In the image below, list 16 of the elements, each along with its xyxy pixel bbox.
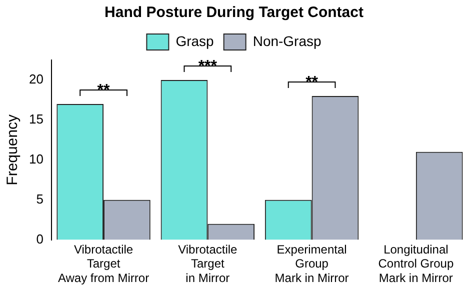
annotation: ***	[198, 58, 218, 75]
y-tick-label: 15	[28, 112, 44, 127]
annotation: **	[97, 82, 111, 99]
legend-label: Grasp	[176, 32, 214, 49]
chart-title: Hand Posture During Target Contact	[104, 4, 364, 22]
y-tick-label: 10	[28, 151, 44, 166]
x-tick-label: Vibrotactile Target in Mirror	[178, 242, 238, 286]
x-tick-label: Experimental Group Mark in Mirror	[274, 242, 349, 286]
legend-label: Non-Grasp	[252, 32, 322, 49]
y-axis-title: Frequency	[4, 114, 22, 186]
annotation: **	[306, 74, 319, 91]
x-tick-label: Vibrotactile Target Away from Mirror	[58, 242, 150, 286]
x-tick-label: Longitudinal Control Group Mark in Mirror	[378, 242, 454, 286]
y-tick-label: 20	[28, 72, 44, 87]
y-tick-label: 0	[36, 231, 44, 246]
y-tick-label: 5	[36, 191, 44, 206]
